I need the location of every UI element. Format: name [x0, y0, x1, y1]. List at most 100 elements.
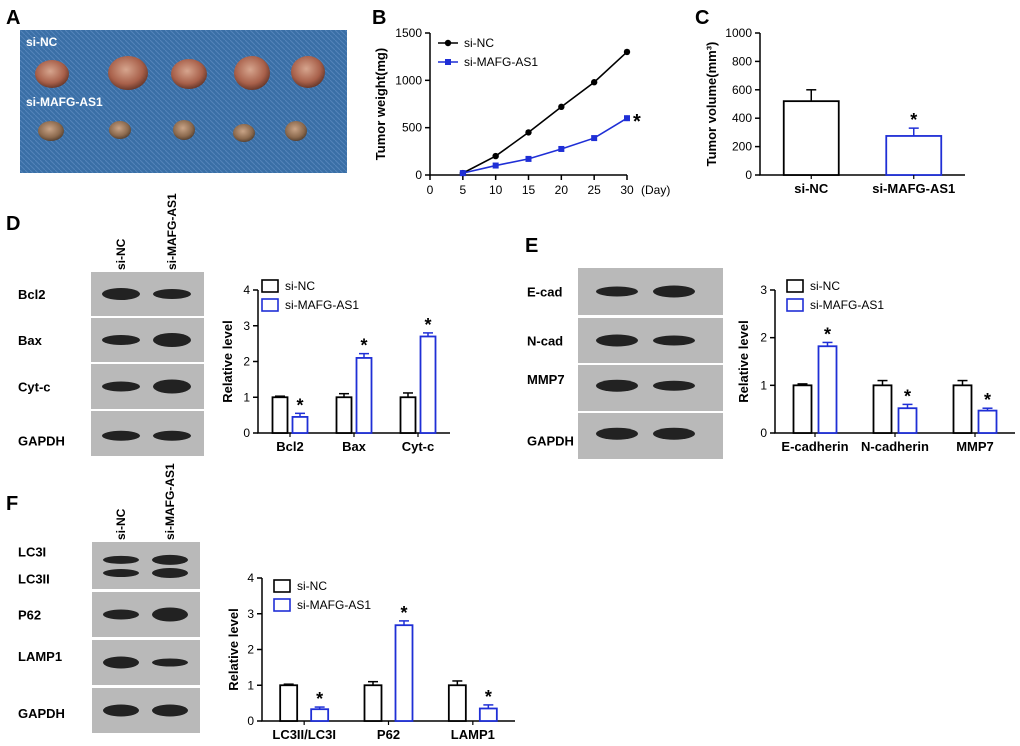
y-tick-label: 1500 — [395, 26, 422, 40]
x-tick-label-si-nc: si-NC — [794, 181, 829, 196]
bar-e-cadherin-si-mafg-as1 — [817, 345, 838, 434]
y-tick-label: 0 — [760, 426, 767, 440]
western-blot-d: si-NC si-MAFG-AS1 Bcl2 Bax Cyt-c GAPDH — [18, 193, 204, 456]
point-si-mafg-as1 — [591, 135, 598, 142]
band — [153, 289, 191, 299]
y-tick-label: 0 — [745, 168, 752, 182]
panel-letter-C: C — [695, 7, 709, 29]
blot-strip — [92, 542, 200, 589]
legend-marker — [444, 39, 452, 47]
band — [102, 381, 140, 392]
blot-row-label-p62: P62 — [18, 608, 41, 623]
photo-label-si-mafg-as1: si-MAFG-AS1 — [26, 95, 103, 109]
x-tick-label-bax: Bax — [342, 439, 367, 454]
y-tick-label: 1000 — [395, 73, 422, 87]
bar-e-cadherin-si-nc — [792, 384, 813, 434]
y-tick-label: 200 — [732, 140, 752, 154]
blot-row-label-bcl2: Bcl2 — [18, 287, 45, 302]
point-si-nc — [623, 48, 631, 56]
band — [653, 427, 695, 440]
legend-label-si-nc: si-NC — [464, 36, 494, 50]
x-tick-label: 0 — [427, 183, 434, 197]
bar-n-cadherin-si-mafg-as1 — [897, 407, 918, 434]
legend-label-si-mafg-as1: si-MAFG-AS1 — [297, 598, 371, 612]
band — [102, 335, 140, 345]
band — [102, 288, 140, 300]
legend-label-si-mafg-as1: si-MAFG-AS1 — [285, 298, 359, 312]
y-tick-label: 4 — [247, 571, 254, 585]
band — [596, 427, 638, 440]
blot-row-label-lc3i: LC3I — [18, 544, 46, 559]
point-si-mafg-as1 — [492, 162, 499, 169]
band — [653, 285, 695, 298]
bar-p62-si-nc — [363, 684, 383, 722]
y-tick-label: 600 — [732, 83, 752, 97]
western-blot-e: E-cad N-cad MMP7 GAPDH — [527, 268, 723, 459]
bar-bax-si-nc — [335, 396, 353, 434]
y-tick-label: 500 — [402, 121, 422, 135]
bar-bcl2-si-nc — [271, 396, 289, 434]
band — [152, 658, 188, 667]
chart-relative-level-e: 0 1 2 3 Relative level * E-cadherin * N-cadherin… — [736, 279, 1015, 454]
y-axis-label: Tumor volume(mm³) — [704, 42, 719, 167]
point-si-nc — [558, 103, 565, 111]
x-tick-label: 30 — [620, 183, 634, 197]
point-si-mafg-as1 — [525, 155, 532, 162]
bar-p62-si-mafg-as1 — [394, 624, 414, 722]
band — [102, 430, 140, 441]
significance-star: * — [984, 390, 991, 410]
y-tick-label: 1 — [247, 678, 254, 692]
panel-letter-E: E — [525, 235, 538, 257]
x-tick-label: 5 — [459, 183, 466, 197]
y-tick-label: 1 — [760, 378, 767, 392]
chart-tumor-volume: 0 200 400 600 800 1000 Tumor volume(mm³) si-NC *… — [704, 26, 965, 196]
blot-row-label-e-cad: E-cad — [527, 285, 562, 300]
x-axis-label: (Day) — [641, 183, 670, 197]
y-tick-label: 400 — [732, 111, 752, 125]
bar-lc3ii-lc3i-si-mafg-as1 — [310, 708, 330, 722]
x-tick-label: 15 — [522, 183, 536, 197]
band — [153, 333, 191, 347]
legend-swatch — [261, 279, 279, 293]
band — [596, 286, 638, 297]
series-line-si-mafg-as1 — [462, 117, 628, 174]
blot-row-label-bax: Bax — [18, 333, 43, 348]
y-tick-label: 1 — [243, 390, 250, 404]
blot-row-label-gapdh: GAPDH — [18, 433, 65, 448]
significance-star: * — [633, 111, 641, 133]
bar-mmp7-si-mafg-as1 — [977, 409, 998, 434]
legend-swatch — [786, 298, 804, 312]
y-tick-label: 0 — [243, 426, 250, 440]
bar-cyt-c-si-nc — [399, 396, 417, 434]
point-si-nc — [492, 152, 499, 160]
lane-label-si-nc: si-NC — [114, 508, 128, 540]
bar-mmp7-si-nc — [952, 384, 973, 434]
point-si-nc — [590, 79, 598, 86]
legend-swatch — [786, 279, 804, 293]
chart-relative-level-f: 0 1 2 3 4 Relative level * LC3II/LC3I * P62 * LAMP1… — [226, 571, 515, 742]
x-tick-label-bcl2: Bcl2 — [276, 439, 303, 454]
panel-letter-B: B — [372, 7, 386, 29]
band — [596, 334, 638, 347]
x-tick-label: 20 — [555, 183, 569, 197]
significance-star: * — [296, 395, 303, 415]
legend-label-si-nc: si-NC — [810, 279, 840, 293]
bar-si-mafg-as1 — [885, 135, 943, 176]
y-tick-label: 800 — [732, 54, 752, 68]
y-tick-label: 2 — [760, 331, 767, 345]
x-tick-label: 10 — [489, 183, 503, 197]
band — [103, 704, 139, 717]
y-tick-label: 3 — [760, 283, 767, 297]
y-tick-label: 4 — [243, 283, 250, 297]
significance-star: * — [485, 687, 492, 707]
bar-bcl2-si-mafg-as1 — [291, 416, 309, 434]
legend-swatch — [261, 298, 279, 312]
blot-row-label-cyt-c: Cyt-c — [18, 380, 51, 395]
y-tick-label: 3 — [243, 319, 250, 333]
panel-letter-D: D — [6, 213, 20, 235]
legend-marker — [445, 59, 451, 65]
bar-lc3ii-lc3i-si-nc — [279, 684, 299, 722]
y-tick-label: 2 — [243, 355, 250, 369]
x-tick-label-n-cadherin: N-cadherin — [861, 439, 929, 454]
legend-label-si-mafg-as1: si-MAFG-AS1 — [464, 55, 538, 69]
